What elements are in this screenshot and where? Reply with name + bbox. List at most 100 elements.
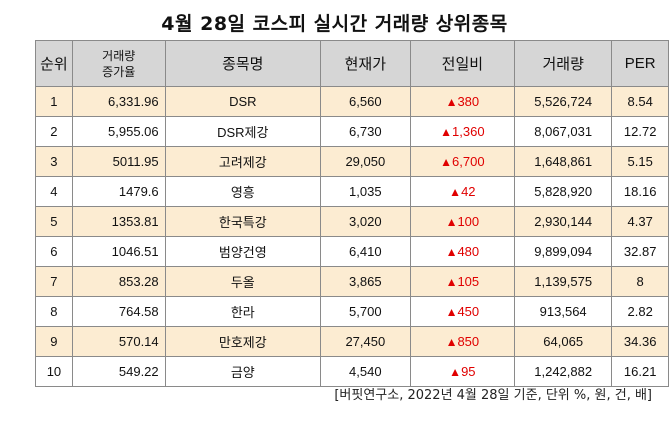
cell-price: 1,035: [319, 176, 411, 207]
cell-change: ▲450: [409, 296, 516, 327]
table-row: 6 1046.51 범양건영 6,410 ▲480 9,899,094 32.87: [35, 236, 669, 267]
table-row: 5 1353.81 한국특강 3,020 ▲100 2,930,144 4.37: [35, 206, 669, 237]
cell-price: 3,865: [319, 266, 411, 297]
cell-rank: 4: [35, 176, 73, 207]
table-row: 7 853.28 두올 3,865 ▲105 1,139,575 8: [35, 266, 669, 297]
cell-price: 3,020: [319, 206, 411, 237]
cell-volume: 5,828,920: [514, 176, 613, 207]
up-arrow-icon: ▲: [445, 335, 458, 349]
header-row: 순위 거래량 증가율 종목명 현재가 전일비 거래량 PER: [35, 40, 669, 87]
cell-rank: 10: [35, 356, 73, 387]
source-note: [버핏연구소, 2022년 4월 28일 기준, 단위 %, 원, 건, 배]: [334, 388, 652, 403]
cell-name: DSR제강: [164, 116, 321, 147]
cell-volume: 2,930,144: [514, 206, 613, 237]
cell-price: 6,410: [319, 236, 411, 267]
cell-rank: 2: [35, 116, 73, 147]
cell-volume: 64,065: [514, 326, 613, 357]
cell-rank: 8: [35, 296, 73, 327]
cell-price: 27,450: [319, 326, 411, 357]
cell-name: 한라: [164, 296, 321, 327]
change-value: 95: [461, 364, 476, 379]
cell-volume: 9,899,094: [514, 236, 613, 267]
change-value: 1,360: [452, 124, 485, 139]
header-per: PER: [611, 40, 669, 87]
up-arrow-icon: ▲: [440, 125, 453, 139]
cell-change: ▲6,700: [409, 146, 516, 177]
cell-rank: 5: [35, 206, 73, 237]
cell-increase: 549.22: [71, 356, 166, 387]
cell-increase: 570.14: [71, 326, 166, 357]
up-arrow-icon: ▲: [440, 155, 453, 169]
header-price: 현재가: [319, 40, 411, 87]
cell-volume: 1,648,861: [514, 146, 613, 177]
cell-name: DSR: [164, 86, 321, 117]
cell-price: 6,560: [319, 86, 411, 117]
header-increase-line2: 증가율: [102, 64, 136, 79]
header-rank: 순위: [35, 40, 73, 87]
cell-per: 18.16: [611, 176, 669, 207]
up-arrow-icon: ▲: [445, 245, 458, 259]
cell-increase: 764.58: [71, 296, 166, 327]
change-value: 6,700: [452, 154, 485, 169]
header-volume: 거래량: [514, 40, 613, 87]
cell-volume: 913,564: [514, 296, 613, 327]
up-arrow-icon: ▲: [445, 275, 458, 289]
cell-name: 한국특강: [164, 206, 321, 237]
cell-per: 2.82: [611, 296, 669, 327]
cell-price: 5,700: [319, 296, 411, 327]
cell-price: 6,730: [319, 116, 411, 147]
cell-name: 만호제강: [164, 326, 321, 357]
cell-per: 8.54: [611, 86, 669, 117]
cell-rank: 9: [35, 326, 73, 357]
cell-per: 4.37: [611, 206, 669, 237]
table-row: 3 5011.95 고려제강 29,050 ▲6,700 1,648,861 5.15: [35, 146, 669, 177]
table-row: 10 549.22 금양 4,540 ▲95 1,242,882 16.21: [35, 356, 669, 387]
cell-increase: 1046.51: [71, 236, 166, 267]
cell-price: 4,540: [319, 356, 411, 387]
cell-name: 영흥: [164, 176, 321, 207]
table-row: 2 5,955.06 DSR제강 6,730 ▲1,360 8,067,031 12.72: [35, 116, 669, 147]
header-increase-line1: 거래량: [102, 48, 136, 63]
table-row: 9 570.14 만호제강 27,450 ▲850 64,065 34.36: [35, 326, 669, 357]
cell-increase: 853.28: [71, 266, 166, 297]
cell-increase: 5011.95: [71, 146, 166, 177]
up-arrow-icon: ▲: [449, 365, 462, 379]
stock-table: 순위 거래량 증가율 종목명 현재가 전일비 거래량 PER 1 6,331.96…: [35, 40, 669, 387]
cell-per: 34.36: [611, 326, 669, 357]
cell-name: 두올: [164, 266, 321, 297]
up-arrow-icon: ▲: [445, 215, 458, 229]
cell-name: 범양건영: [164, 236, 321, 267]
cell-rank: 1: [35, 86, 73, 117]
change-value: 100: [457, 214, 480, 229]
cell-increase: 1479.6: [71, 176, 166, 207]
change-value: 105: [457, 274, 480, 289]
cell-increase: 5,955.06: [71, 116, 166, 147]
change-value: 380: [457, 94, 480, 109]
change-value: 850: [457, 334, 480, 349]
cell-volume: 1,242,882: [514, 356, 613, 387]
up-arrow-icon: ▲: [445, 305, 458, 319]
cell-price: 29,050: [319, 146, 411, 177]
up-arrow-icon: ▲: [445, 95, 458, 109]
cell-rank: 3: [35, 146, 73, 177]
table-body: 1 6,331.96 DSR 6,560 ▲380 5,526,724 8.54 2 5,955…: [35, 86, 669, 387]
cell-per: 5.15: [611, 146, 669, 177]
cell-change: ▲95: [409, 356, 516, 387]
table-row: 1 6,331.96 DSR 6,560 ▲380 5,526,724 8.54: [35, 86, 669, 117]
table-row: 8 764.58 한라 5,700 ▲450 913,564 2.82: [35, 296, 669, 327]
up-arrow-icon: ▲: [449, 185, 462, 199]
cell-change: ▲105: [409, 266, 516, 297]
cell-increase: 6,331.96: [71, 86, 166, 117]
cell-volume: 5,526,724: [514, 86, 613, 117]
cell-rank: 7: [35, 266, 73, 297]
header-change: 전일비: [409, 40, 516, 87]
cell-increase: 1353.81: [71, 206, 166, 237]
header-increase: 거래량 증가율: [71, 40, 166, 87]
cell-volume: 1,139,575: [514, 266, 613, 297]
cell-change: ▲380: [409, 86, 516, 117]
table-row: 4 1479.6 영흥 1,035 ▲42 5,828,920 18.16: [35, 176, 669, 207]
cell-change: ▲1,360: [409, 116, 516, 147]
cell-change: ▲480: [409, 236, 516, 267]
cell-name: 금양: [164, 356, 321, 387]
page-title: 4월 28일 코스피 실시간 거래량 상위종목: [161, 13, 508, 35]
